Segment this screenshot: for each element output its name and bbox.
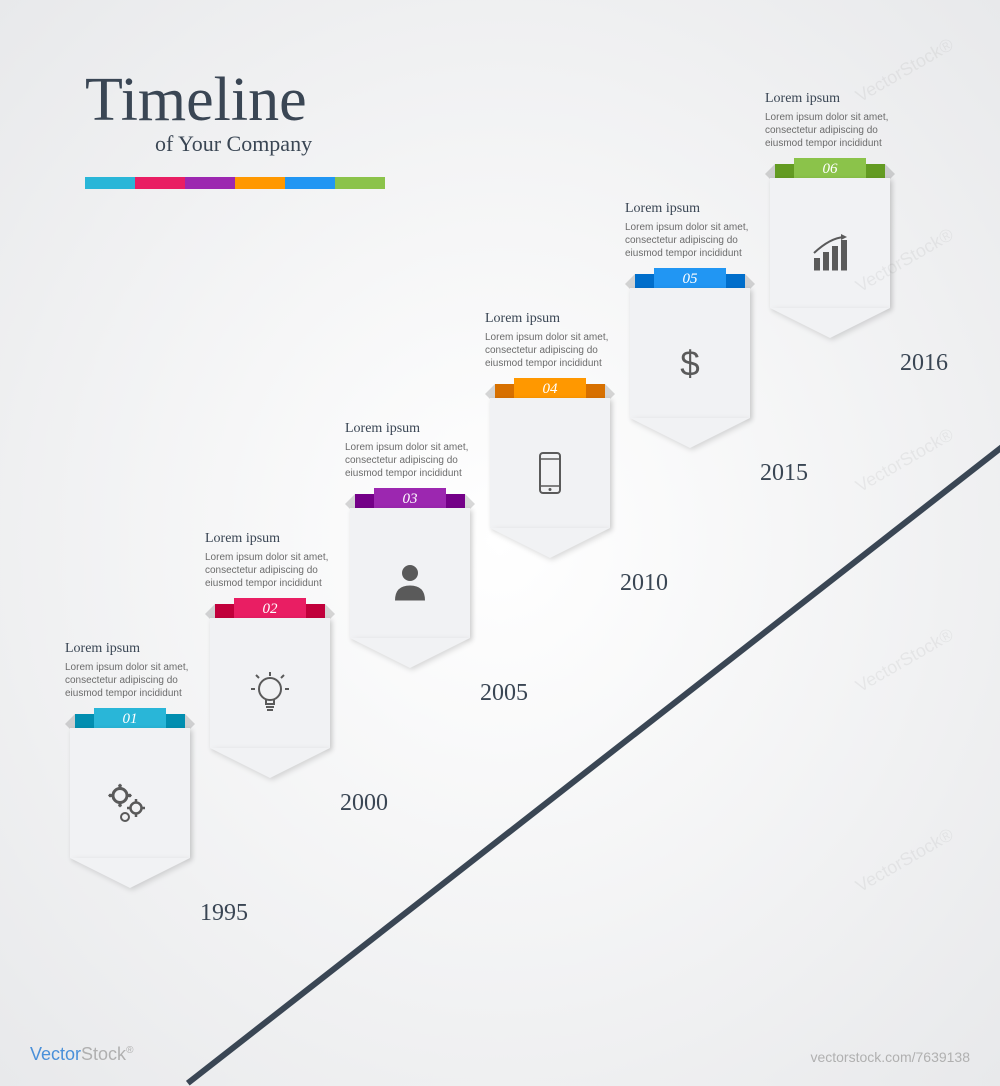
card-body (770, 178, 890, 308)
ribbon-number: 03 (374, 491, 446, 508)
card-description: Lorem ipsum Lorem ipsum dolor sit amet, … (625, 200, 755, 260)
page-title: Timeline (85, 65, 385, 136)
color-bar-seg (185, 177, 235, 189)
page-subtitle: of Your Company (155, 131, 385, 157)
year-label: 2005 (480, 680, 528, 707)
year-label: 1995 (200, 900, 248, 927)
timeline-card: Lorem ipsum Lorem ipsum dolor sit amet, … (485, 310, 615, 528)
watermark: VectorStock® (852, 824, 957, 897)
card-body (210, 618, 330, 748)
footer-brand-prefix: Vector (30, 1044, 81, 1064)
card-description: Lorem ipsum Lorem ipsum dolor sit amet, … (765, 90, 895, 150)
footer-brand: VectorStock® (30, 1044, 133, 1065)
card-description: Lorem ipsum Lorem ipsum dolor sit amet, … (65, 640, 195, 700)
card-desc-title: Lorem ipsum (345, 420, 475, 438)
card-description: Lorem ipsum Lorem ipsum dolor sit amet, … (205, 530, 335, 590)
card-desc-title: Lorem ipsum (65, 640, 195, 658)
ribbon-number: 04 (514, 381, 586, 398)
bulb-icon (245, 668, 295, 718)
year-label: 2010 (620, 570, 668, 597)
card-desc-title: Lorem ipsum (205, 530, 335, 548)
ribbon-number: 02 (234, 601, 306, 618)
person-icon (385, 558, 435, 608)
card-body (490, 398, 610, 528)
dollar-icon (665, 338, 715, 388)
timeline-card: Lorem ipsum Lorem ipsum dolor sit amet, … (65, 640, 195, 858)
color-bar-seg (235, 177, 285, 189)
color-bar-seg (285, 177, 335, 189)
card-body (630, 288, 750, 418)
color-bar (85, 177, 385, 189)
color-bar-seg (135, 177, 185, 189)
card-desc-title: Lorem ipsum (765, 90, 895, 108)
timeline-card: Lorem ipsum Lorem ipsum dolor sit amet, … (765, 90, 895, 308)
timeline-card: Lorem ipsum Lorem ipsum dolor sit amet, … (345, 420, 475, 638)
card-description: Lorem ipsum Lorem ipsum dolor sit amet, … (485, 310, 615, 370)
timeline-card: Lorem ipsum Lorem ipsum dolor sit amet, … (205, 530, 335, 748)
year-label: 2000 (340, 790, 388, 817)
footer-brand-suffix: Stock (81, 1044, 126, 1064)
ribbon-number: 06 (794, 161, 866, 178)
color-bar-seg (335, 177, 385, 189)
watermark: VectorStock® (852, 624, 957, 697)
card-desc-title: Lorem ipsum (485, 310, 615, 328)
chart-icon (805, 228, 855, 278)
ribbon-number: 05 (654, 271, 726, 288)
card-body (70, 728, 190, 858)
phone-icon (525, 448, 575, 498)
ribbon-number: 01 (94, 711, 166, 728)
year-label: 2015 (760, 460, 808, 487)
year-label: 2016 (900, 350, 948, 377)
footer-id: vectorstock.com/7639138 (810, 1049, 970, 1065)
header: Timeline of Your Company (85, 65, 385, 189)
timeline-card: Lorem ipsum Lorem ipsum dolor sit amet, … (625, 200, 755, 418)
gears-icon (105, 778, 155, 828)
watermark: VectorStock® (852, 424, 957, 497)
card-description: Lorem ipsum Lorem ipsum dolor sit amet, … (345, 420, 475, 480)
card-desc-title: Lorem ipsum (625, 200, 755, 218)
card-body (350, 508, 470, 638)
color-bar-seg (85, 177, 135, 189)
